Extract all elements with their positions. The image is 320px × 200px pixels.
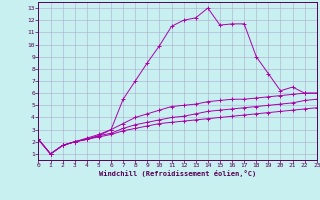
X-axis label: Windchill (Refroidissement éolien,°C): Windchill (Refroidissement éolien,°C) — [99, 170, 256, 177]
